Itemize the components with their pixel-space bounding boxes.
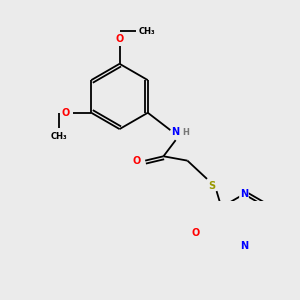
Text: N: N [240, 242, 248, 251]
Text: CH₃: CH₃ [50, 132, 67, 141]
Text: H: H [182, 128, 189, 137]
Text: CH₃: CH₃ [138, 27, 155, 36]
Text: N: N [172, 127, 180, 137]
Text: O: O [116, 34, 124, 44]
Text: O: O [62, 108, 70, 118]
Text: N: N [240, 189, 248, 199]
Text: S: S [208, 181, 215, 191]
Text: O: O [191, 228, 200, 238]
Text: O: O [132, 156, 141, 166]
